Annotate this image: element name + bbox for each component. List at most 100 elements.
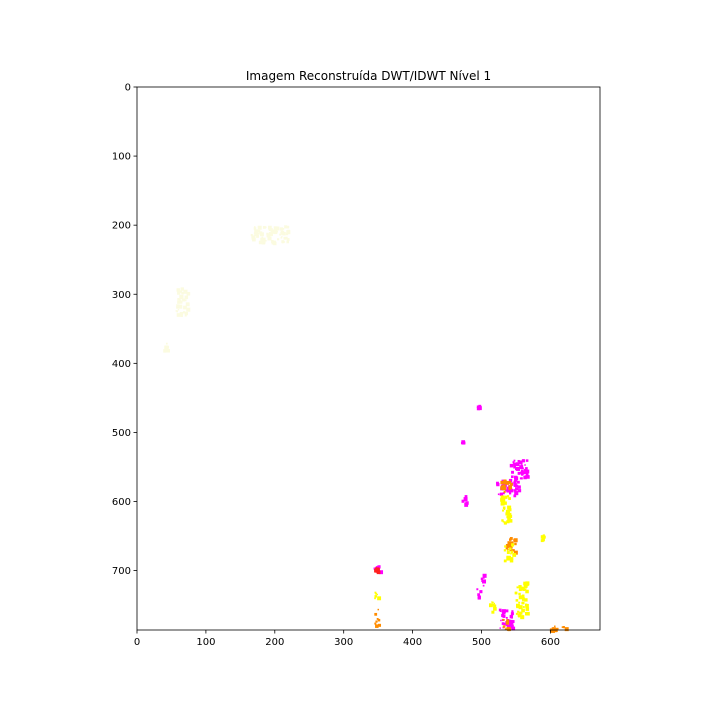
y-tick-label: 400 xyxy=(112,359,131,370)
pixel-yellow xyxy=(506,520,510,524)
pixel-yellow xyxy=(520,586,525,591)
pixel-faint xyxy=(254,229,258,234)
pixel-magenta xyxy=(511,475,514,479)
pixel-faint xyxy=(275,231,277,233)
pixel-yellow xyxy=(524,588,527,591)
pixel-faint xyxy=(177,308,180,311)
pixel-magenta xyxy=(510,489,514,493)
pixel-yellow xyxy=(518,592,521,596)
pixel-yellow xyxy=(522,596,525,600)
pixel-magenta xyxy=(519,477,522,480)
pixel-magenta xyxy=(513,462,517,466)
pixel-magenta xyxy=(479,590,483,594)
pixel-orange xyxy=(508,485,513,489)
pixel-faint xyxy=(179,311,184,316)
pixel-magenta xyxy=(378,565,381,568)
pixel-faint xyxy=(270,229,275,234)
pixel-faint xyxy=(184,299,187,302)
pixel-faint xyxy=(177,298,181,301)
pixel-yellow xyxy=(506,555,509,558)
pixel-magenta xyxy=(523,475,527,480)
pixel-yellow xyxy=(518,601,521,604)
pixel-magenta xyxy=(516,484,519,487)
pixel-yellow xyxy=(507,505,512,510)
pixel-yellow xyxy=(518,588,522,592)
pixel-magenta xyxy=(505,609,509,613)
pixel-faint xyxy=(179,300,183,304)
pixel-orange xyxy=(505,547,508,550)
pixel-yellow xyxy=(518,585,522,589)
image-region-orange xyxy=(374,608,382,628)
pixel-faint xyxy=(183,289,188,294)
pixel-faint xyxy=(180,295,184,299)
pixel-yellow xyxy=(491,601,493,603)
pixel-faint xyxy=(251,236,253,238)
pixel-magenta xyxy=(511,470,514,474)
image-region-orange xyxy=(549,625,569,633)
pixel-magenta xyxy=(517,485,521,489)
pixel-orange xyxy=(561,626,564,628)
pixel-magenta xyxy=(514,482,517,486)
pixel-yellow xyxy=(511,545,514,548)
pixel-orange xyxy=(510,482,513,486)
pixel-yellow xyxy=(508,547,512,551)
pixel-orange xyxy=(503,490,506,493)
pixel-orange xyxy=(376,618,379,620)
pixel-yellow xyxy=(521,609,524,612)
pixel-orange xyxy=(506,544,511,548)
pixel-yellow xyxy=(506,556,511,561)
pixel-yellow xyxy=(524,584,528,588)
pixel-faint xyxy=(166,348,170,353)
pixel-yellow xyxy=(503,501,507,505)
pixel-magenta xyxy=(521,459,526,463)
pixel-faint xyxy=(177,300,181,304)
pixel-yellow xyxy=(509,558,514,563)
pixel-magenta xyxy=(513,484,517,487)
pixel-faint xyxy=(285,236,288,239)
y-tick-label: 200 xyxy=(112,221,131,232)
pixel-yellow xyxy=(521,594,525,598)
pixel-magenta xyxy=(503,623,505,625)
pixel-magenta xyxy=(502,614,506,618)
pixel-faint xyxy=(164,345,169,350)
pixel-magenta xyxy=(511,610,514,613)
x-tick-label: 500 xyxy=(472,637,491,648)
x-axis: 0 100 200 300 400 500 600 xyxy=(134,630,560,648)
pixel-yellow xyxy=(518,611,522,615)
pixel-yellow xyxy=(505,512,509,516)
pixel-orange xyxy=(562,626,565,629)
image-region-yellow xyxy=(540,534,546,543)
pixel-orange xyxy=(564,627,569,632)
image-region-red xyxy=(374,567,381,575)
pixel-orange xyxy=(506,619,509,623)
pixel-yellow xyxy=(374,591,377,594)
pixel-yellow xyxy=(502,497,506,500)
pixel-faint xyxy=(177,313,179,316)
pixel-yellow xyxy=(512,553,517,557)
pixel-magenta xyxy=(464,503,469,507)
pixel-orange xyxy=(375,620,378,623)
pixel-faint xyxy=(261,236,264,239)
pixel-magenta xyxy=(518,460,523,465)
pixel-faint xyxy=(186,291,191,296)
pixel-faint xyxy=(262,240,266,244)
pixel-yellow xyxy=(503,508,506,510)
axes-frame xyxy=(136,86,601,631)
pixel-magenta xyxy=(481,580,483,582)
pixel-yellow xyxy=(493,602,495,605)
pixel-faint xyxy=(268,229,271,232)
pixel-magenta xyxy=(517,459,520,463)
pixel-yellow xyxy=(491,610,495,614)
pixel-orange xyxy=(505,621,510,625)
pixel-orange xyxy=(502,488,505,491)
pixel-yellow xyxy=(522,605,525,608)
pixel-magenta xyxy=(505,616,508,619)
pixel-magenta xyxy=(512,461,515,464)
image-region-faint xyxy=(175,287,191,318)
pixel-faint xyxy=(286,225,290,229)
pixel-yellow xyxy=(508,497,511,500)
pixel-magenta xyxy=(522,471,526,475)
pixel-magenta xyxy=(513,489,516,492)
pixel-orange xyxy=(509,538,512,541)
pixel-faint xyxy=(287,229,290,233)
